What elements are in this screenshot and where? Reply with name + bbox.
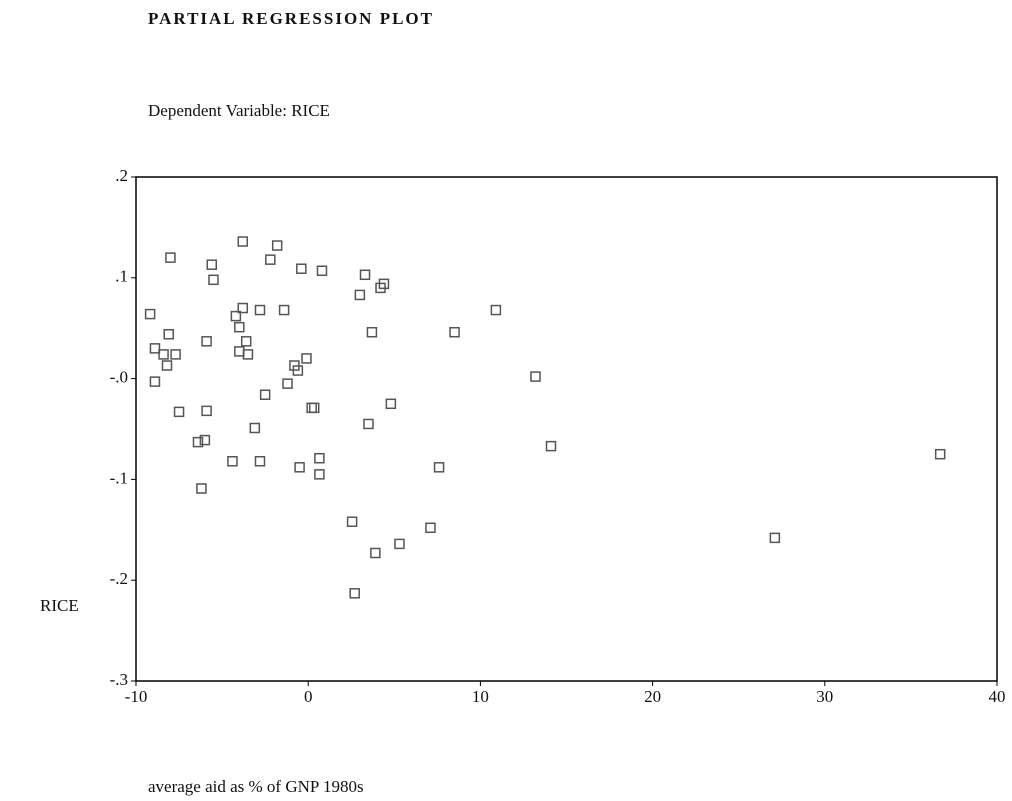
scatter-point	[394, 538, 405, 550]
scatter-point	[234, 321, 245, 333]
scatter-point	[271, 240, 283, 251]
scatter-point	[170, 349, 181, 360]
y-tick-label: .1	[115, 267, 128, 286]
scatter-point	[354, 289, 366, 301]
scatter-point	[249, 422, 261, 434]
scatter-point	[149, 376, 161, 387]
scatter-point	[370, 547, 381, 559]
scatter-point	[149, 343, 161, 354]
y-tick-label: .2	[115, 166, 128, 185]
scatter-point	[366, 326, 378, 338]
scatter-point	[425, 522, 436, 534]
x-tick-label: 40	[989, 687, 1006, 706]
scatter-point	[349, 588, 360, 599]
x-axis-label: average aid as % of GNP 1980s	[148, 777, 364, 796]
scatter-point	[308, 402, 320, 414]
scatter-point	[301, 353, 312, 364]
scatter-point	[375, 282, 386, 294]
scatter-point	[316, 265, 328, 276]
scatter-point	[292, 365, 304, 376]
scatter-point	[254, 456, 266, 467]
scatter-point	[278, 304, 290, 316]
scatter-point	[240, 336, 252, 347]
scatter-point	[201, 336, 212, 347]
scatter-point	[206, 259, 218, 270]
x-tick-label: 0	[304, 687, 313, 706]
scatter-point	[530, 371, 541, 382]
x-tick-label: 30	[816, 687, 833, 706]
x-tick-label: 20	[644, 687, 661, 706]
scatter-point	[346, 516, 358, 527]
scatter-point	[196, 483, 207, 494]
scatter-point	[242, 349, 254, 360]
scatter-point	[934, 448, 946, 460]
scatter-point	[314, 469, 325, 480]
chart-title: PARTIAL REGRESSION PLOT	[148, 9, 434, 28]
y-tick-label: -.0	[110, 368, 128, 387]
y-tick-label: -.2	[110, 569, 128, 588]
plot-frame	[135, 176, 998, 682]
scatter-point	[158, 349, 169, 360]
scatter-point	[359, 269, 371, 281]
scatter-point	[199, 434, 211, 446]
scatter-point	[144, 308, 156, 320]
scatter-point	[449, 326, 460, 338]
scatter-point	[294, 462, 305, 473]
scatter-point	[314, 452, 325, 464]
scatter-point	[234, 346, 245, 357]
scatter-point	[259, 389, 271, 400]
scatter-point	[254, 304, 266, 316]
y-tick-label: -.1	[110, 468, 128, 487]
scatter-point	[201, 405, 212, 417]
scatter-point	[165, 252, 176, 263]
scatter-point	[265, 254, 276, 265]
scatter-point	[173, 406, 185, 418]
scatter-point	[237, 302, 249, 314]
scatter-point	[545, 440, 557, 452]
x-tick-label: 10	[472, 687, 489, 706]
scatter-point	[769, 532, 781, 544]
scatter-point	[296, 263, 307, 274]
scatter-point	[237, 236, 249, 247]
scatter-point	[208, 274, 219, 286]
scatter-point	[490, 304, 502, 316]
scatter-point	[161, 360, 173, 371]
y-tick-label: -.3	[110, 670, 128, 689]
scatter-point	[363, 418, 374, 430]
scatter-point	[306, 402, 317, 414]
scatter-point	[385, 398, 397, 410]
scatter-point	[227, 456, 238, 467]
scatter-point	[282, 378, 293, 389]
scatter-point	[163, 328, 174, 340]
x-tick-label: -10	[125, 687, 148, 706]
y-axis-label: RICE	[40, 596, 79, 615]
scatter-point	[230, 310, 242, 322]
scatter-point	[433, 462, 445, 473]
scatter-point	[192, 436, 204, 448]
chart-subtitle: Dependent Variable: RICE	[148, 101, 330, 120]
